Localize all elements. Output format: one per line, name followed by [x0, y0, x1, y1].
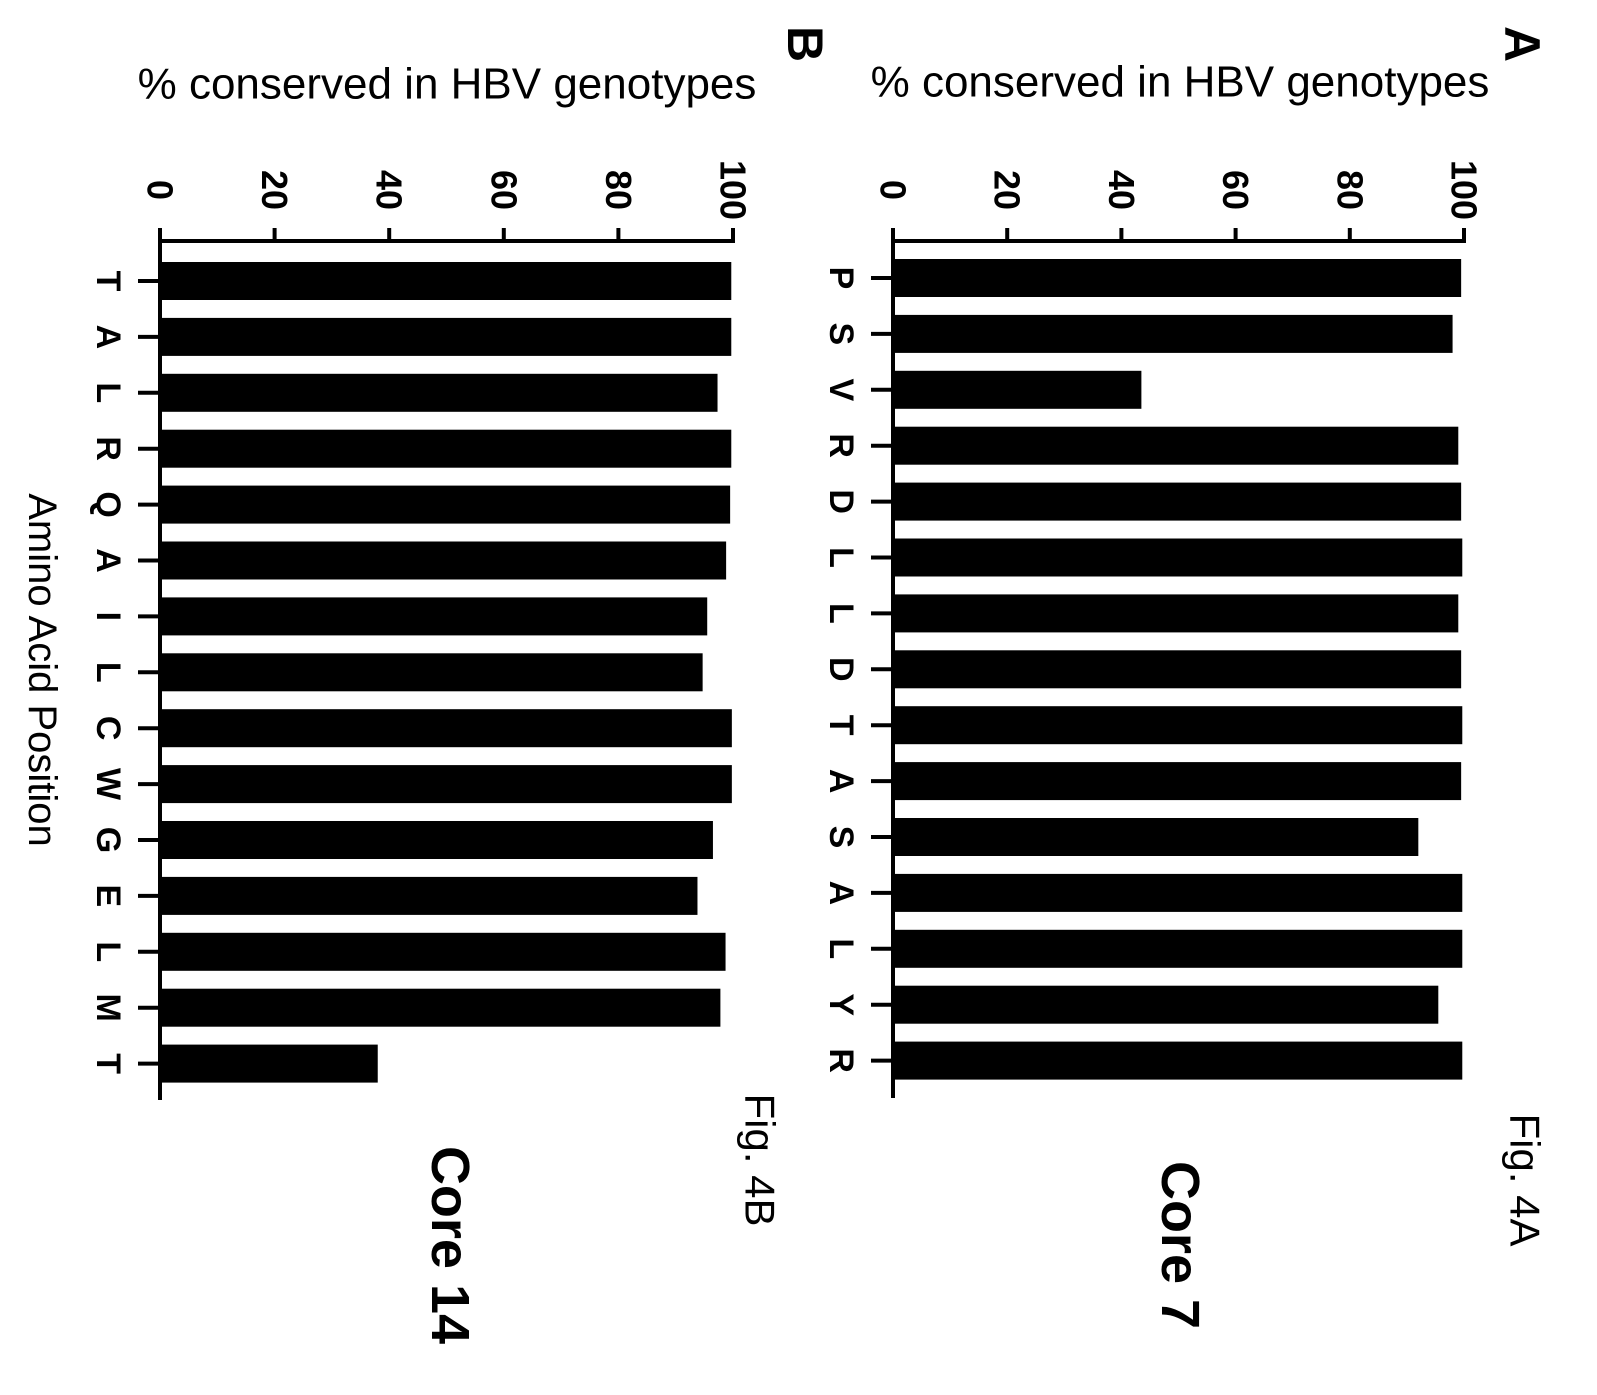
category-label: R	[822, 1048, 860, 1073]
bar	[893, 985, 1439, 1024]
bar	[893, 426, 1459, 465]
category-label: R	[89, 436, 127, 461]
category-label: D	[822, 489, 860, 514]
figure-label: Fig. 4B	[737, 1093, 784, 1226]
bar	[160, 876, 698, 915]
chart-panel-a: 0 20 40 60 80 100 P S V R D L L D T A S A L Y R % conserved i…	[822, 26, 1550, 1329]
value-tick-label: 0	[873, 180, 914, 200]
category-label: A	[89, 325, 127, 350]
category-label: Q	[89, 491, 127, 517]
bar	[160, 541, 727, 580]
category-label: S	[822, 323, 860, 346]
bar	[893, 650, 1462, 689]
category-label: L	[89, 941, 127, 962]
bar	[160, 597, 708, 636]
bar	[893, 259, 1462, 297]
bar	[893, 370, 1142, 409]
category-label: T	[89, 1053, 127, 1074]
bar	[893, 594, 1459, 633]
bar	[160, 709, 732, 748]
bar	[893, 1041, 1463, 1080]
panel-letter: B	[777, 26, 833, 62]
value-tick-label: 20	[987, 170, 1028, 210]
category-label: D	[822, 657, 860, 682]
category-label: P	[822, 267, 860, 290]
category-label: T	[822, 715, 860, 736]
category-label: V	[822, 378, 860, 401]
category-label: C	[89, 716, 127, 741]
bar	[160, 429, 732, 468]
bar	[160, 932, 726, 971]
category-label: L	[89, 382, 127, 403]
category-label: A	[822, 881, 860, 906]
value-tick-label: 40	[369, 170, 410, 210]
chart-title: Core 14	[420, 1146, 480, 1344]
bar	[160, 262, 732, 300]
bar	[160, 373, 718, 412]
category-label: I	[89, 612, 127, 621]
chart-title: Core 7	[1150, 1161, 1210, 1329]
category-label: L	[822, 547, 860, 568]
category-label: M	[89, 994, 127, 1022]
chart-panel-b: 0 20 40 60 80 100 T A L R Q A I L C WG E L M T % conserved i…	[89, 26, 833, 1344]
bar	[893, 873, 1463, 912]
category-label: Y	[822, 993, 860, 1016]
bar	[160, 1044, 378, 1083]
bar	[160, 765, 732, 804]
value-tick-label: 0	[140, 180, 181, 200]
value-tick-label: 80	[598, 170, 639, 210]
category-label: R	[822, 433, 860, 458]
value-tick-label: 100	[713, 160, 754, 220]
category-label: L	[822, 603, 860, 624]
category-label: A	[822, 769, 860, 794]
bar	[893, 762, 1462, 801]
value-tick-label: 20	[254, 170, 295, 210]
value-tick-label: 60	[1215, 170, 1256, 210]
bar	[893, 538, 1463, 577]
bar	[160, 317, 732, 356]
bar	[893, 706, 1463, 745]
bar	[160, 821, 713, 859]
category-label: W	[89, 768, 127, 801]
value-tick-label: 100	[1444, 160, 1485, 220]
value-axis-title: % conserved in HBV genotypes	[871, 58, 1490, 107]
category-axis-title: Amino Acid Position	[20, 493, 64, 847]
category-label: L	[89, 662, 127, 683]
bar	[893, 314, 1453, 353]
bar	[893, 818, 1419, 856]
figure-label: Fig. 4A	[1502, 1113, 1549, 1246]
value-tick-label: 80	[1329, 170, 1370, 210]
value-tick-label: 60	[483, 170, 524, 210]
category-label: T	[89, 271, 127, 292]
value-axis-title: % conserved in HBV genotypes	[138, 60, 757, 109]
bar	[160, 988, 721, 1027]
bar	[160, 653, 703, 692]
category-label: L	[822, 938, 860, 959]
bar	[160, 485, 731, 524]
category-label: G	[89, 827, 127, 853]
bar	[893, 482, 1462, 521]
bar	[893, 929, 1463, 968]
category-label: S	[822, 826, 860, 849]
value-tick-label: 40	[1101, 170, 1142, 210]
category-label: E	[89, 885, 127, 908]
category-label: A	[89, 548, 127, 573]
panel-letter: A	[1494, 26, 1550, 62]
